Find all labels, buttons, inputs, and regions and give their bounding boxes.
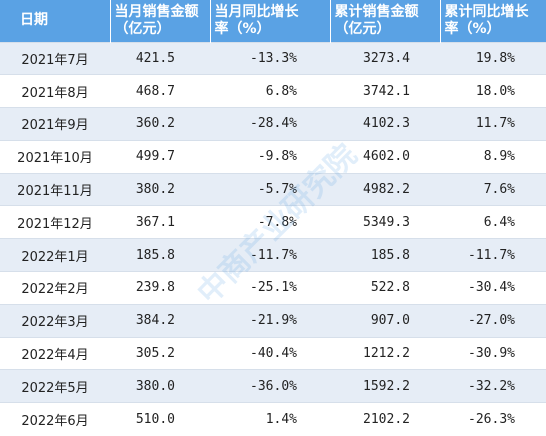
table-cell: 18.0%	[440, 74, 546, 108]
table-row: 2021年10月 499.7 -9.8% 4602.0 8.9%	[0, 139, 546, 174]
table-cell: 7.6%	[440, 172, 546, 206]
table-cell: -36.0%	[210, 369, 330, 403]
table-cell: 907.0	[330, 303, 440, 338]
table-cell: -11.7%	[210, 238, 330, 272]
table-cell: 6.4%	[440, 205, 546, 239]
table-row: 2021年8月 468.7 6.8% 3742.1 18.0%	[0, 74, 546, 108]
header-cell: 日期	[0, 0, 111, 42]
table-cell: 185.8	[330, 238, 440, 272]
table-cell: 185.8	[110, 238, 210, 272]
table-cell: 19.8%	[440, 41, 546, 75]
table-row: 2022年4月 305.2 -40.4% 1212.2 -30.9%	[0, 336, 546, 370]
table-cell: -7.8%	[210, 205, 330, 239]
table-cell: -11.7%	[440, 238, 546, 272]
table-cell: 2102.2	[330, 402, 440, 436]
table-row: 2022年2月 239.8 -25.1% 522.8 -30.4%	[0, 271, 546, 305]
table-cell: 2022年6月	[0, 402, 110, 436]
table-cell: 2022年5月	[0, 369, 110, 403]
table-row: 2021年9月 360.2 -28.4% 4102.3 11.7%	[0, 107, 546, 141]
table-row: 2022年1月 185.8 -11.7% 185.8 -11.7%	[0, 238, 546, 272]
table-row: 2021年12月 367.1 -7.8% 5349.3 6.4%	[0, 205, 546, 239]
table-cell: -25.1%	[210, 271, 330, 305]
table-row: 2022年3月 384.2 -21.9% 907.0 -27.0%	[0, 303, 546, 338]
table-cell: 522.8	[330, 271, 440, 305]
table-cell: 4102.3	[330, 107, 440, 141]
table-cell: 2021年12月	[0, 205, 110, 239]
table-row: 2021年7月 421.5 -13.3% 3273.4 19.8%	[0, 41, 546, 75]
table-cell: 1592.2	[330, 369, 440, 403]
table-cell: 3742.1	[330, 74, 440, 108]
table-row: 2021年11月 380.2 -5.7% 4982.2 7.6%	[0, 172, 546, 206]
table-cell: 384.2	[110, 303, 210, 338]
header-cell: 累计同比增长 率（%）	[440, 0, 546, 42]
table-cell: -30.9%	[440, 336, 546, 370]
table-cell: 367.1	[110, 205, 210, 239]
table-cell: 239.8	[110, 271, 210, 305]
table-cell: 4982.2	[330, 172, 440, 206]
table-cell: 4602.0	[330, 139, 440, 174]
table-cell: 5349.3	[330, 205, 440, 239]
table-cell: 421.5	[110, 41, 210, 75]
table-cell: 2021年9月	[0, 107, 110, 141]
table-cell: 2022年3月	[0, 303, 110, 338]
header-cell: 当月销售金额 （亿元）	[110, 0, 211, 42]
table-cell: -13.3%	[210, 41, 330, 75]
table-cell: -27.0%	[440, 303, 546, 338]
table-cell: 3273.4	[330, 41, 440, 75]
table-cell: 1.4%	[210, 402, 330, 436]
table-cell: 510.0	[110, 402, 210, 436]
table-cell: -28.4%	[210, 107, 330, 141]
table-cell: 2021年8月	[0, 74, 110, 108]
table-cell: 6.8%	[210, 74, 330, 108]
table-cell: 2021年11月	[0, 172, 110, 206]
table-cell: -40.4%	[210, 336, 330, 370]
table-cell: 11.7%	[440, 107, 546, 141]
table-cell: -32.2%	[440, 369, 546, 403]
table-cell: 2022年4月	[0, 336, 110, 370]
table-cell: 2021年7月	[0, 41, 110, 75]
table-cell: 2021年10月	[0, 139, 110, 174]
table-body: 2021年7月 421.5 -13.3% 3273.4 19.8% 2021年8月 468.…	[0, 41, 546, 436]
header-cell: 当月同比增长 率（%）	[210, 0, 331, 42]
table-cell: 380.2	[110, 172, 210, 206]
table-cell: 380.0	[110, 369, 210, 403]
header-cell: 累计销售金额 （亿元）	[330, 0, 441, 42]
table-cell: -9.8%	[210, 139, 330, 174]
table-cell: -21.9%	[210, 303, 330, 338]
table-cell: -26.3%	[440, 402, 546, 436]
header-row: 日期 当月销售金额 （亿元） 当月同比增长 率（%） 累计销售金额 （亿元） 累计同比增…	[0, 0, 546, 42]
table-cell: -5.7%	[210, 172, 330, 206]
table-cell: 2022年1月	[0, 238, 110, 272]
table-cell: -30.4%	[440, 271, 546, 305]
table-cell: 360.2	[110, 107, 210, 141]
table-cell: 2022年2月	[0, 271, 110, 305]
table-row: 2022年6月 510.0 1.4% 2102.2 -26.3%	[0, 402, 546, 436]
table-row: 2022年5月 380.0 -36.0% 1592.2 -32.2%	[0, 369, 546, 403]
table-cell: 1212.2	[330, 336, 440, 370]
table-cell: 8.9%	[440, 139, 546, 174]
table-cell: 468.7	[110, 74, 210, 108]
table-cell: 305.2	[110, 336, 210, 370]
table-cell: 499.7	[110, 139, 210, 174]
